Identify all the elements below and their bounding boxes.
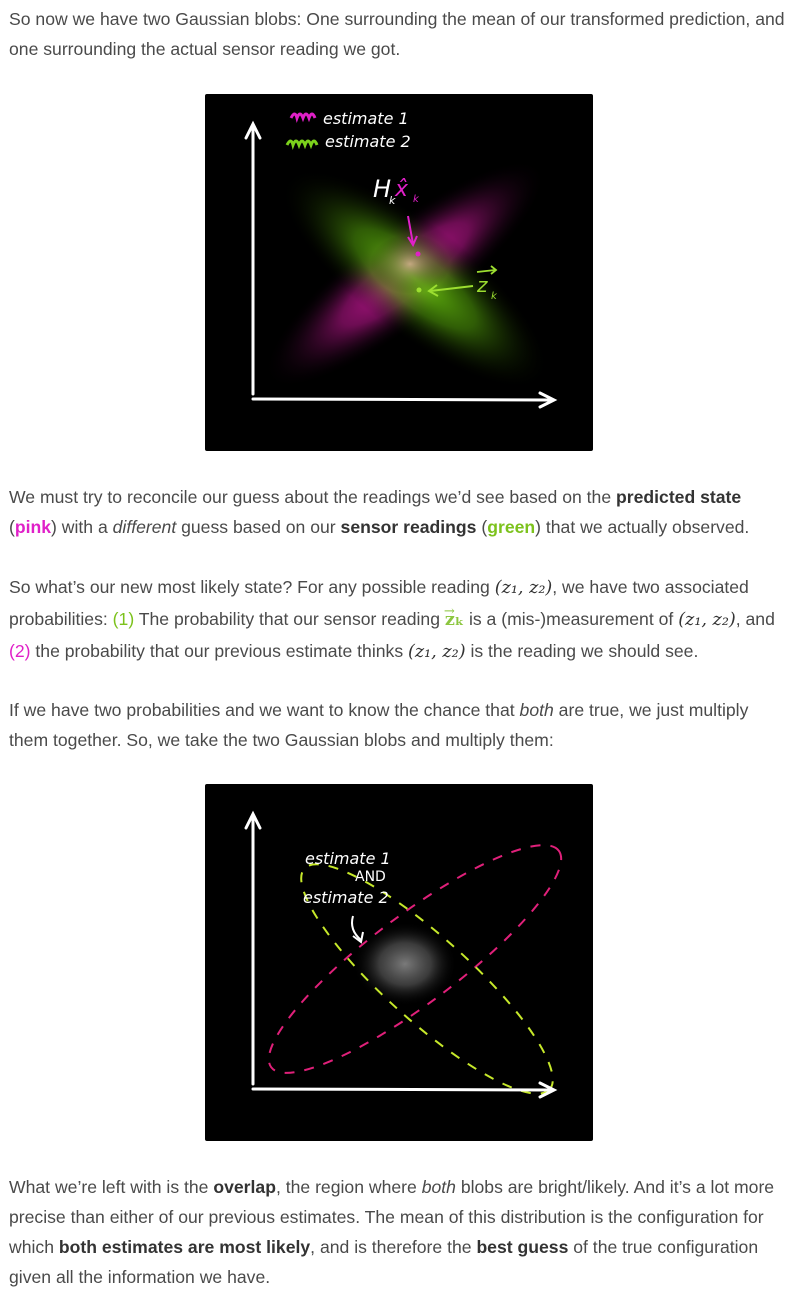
legend-pink-swatch [289,112,317,124]
reconcile-paragraph: We must try to reconcile our guess about… [9,487,750,537]
overlap-blob [353,922,457,1006]
label-line-2: AND [355,869,386,885]
legend: estimate 1 estimate 2 [285,109,411,151]
likely-state-paragraph: So what’s our new most likely state? For… [9,577,775,662]
pink-word: pink [14,517,52,537]
label-h-sub: k [389,194,396,207]
intro-paragraph: So now we have two Gaussian blobs: One s… [9,9,785,59]
reading-z1-z2: (z₁, z₂) [494,578,553,598]
predicted-state-text: predicted state [616,487,742,507]
overlap-text: overlap [213,1177,276,1197]
axes [244,120,558,409]
legend-label-1: estimate 1 [323,109,409,128]
overlap-diagram: estimate 1 AND estimate 2 [244,810,563,1099]
best-guess-text: best guess [476,1237,569,1257]
sensor-readings-text: sensor readings [340,517,477,537]
reading-z1-z2-3: (z₁, z₂) [408,642,466,662]
conclusion-paragraph: What we’re left with is the overlap, the… [9,1177,775,1287]
marker-1: (1) [112,609,135,629]
blob-overlap [370,234,450,294]
legend-green-swatch [285,139,319,151]
legend-label-2: estimate 2 [325,132,411,151]
prediction-label: H k x̂ k [373,175,421,257]
sensor-reading-zk: → zₖ [443,604,465,630]
pink-ellipse [267,844,563,1074]
measurement-label: z k [416,265,498,302]
label-line-1: estimate 1 [305,849,391,868]
label-x: x̂ [394,177,409,202]
axes [244,810,558,1099]
most-likely-text: both estimates are most likely [58,1237,311,1257]
label-x-sub: k [413,194,420,205]
label-z: z [476,273,488,297]
gaussian-blobs-figure: estimate 1 estimate 2 H k x̂ k z k [205,94,593,451]
green-word: green [487,517,536,537]
label-line-3: estimate 2 [303,888,389,907]
gaussian-blobs-diagram: estimate 1 estimate 2 H k x̂ k z k [244,109,558,409]
multiply-paragraph: If we have two probabilities and we want… [9,700,749,750]
overlap-figure: estimate 1 AND estimate 2 [205,784,593,1141]
reading-z1-z2-2: (z₁, z₂) [678,610,736,630]
marker-2: (2) [9,641,31,661]
label-z-sub: k [491,291,498,302]
label-h: H [373,175,391,203]
overlap-label: estimate 1 AND estimate 2 [303,849,391,907]
